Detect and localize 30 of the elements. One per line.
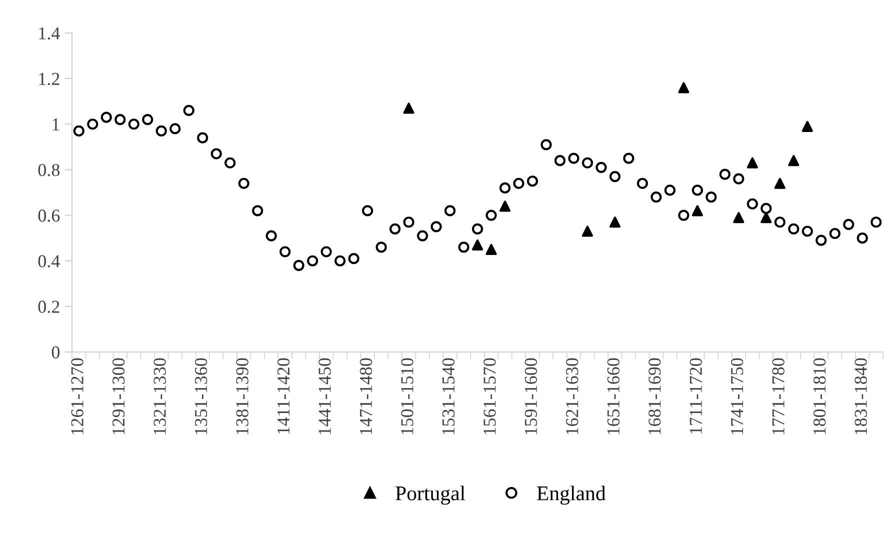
x-tick-label: 1741-1750	[731, 358, 744, 434]
x-tick-label: 1711-1720	[690, 358, 702, 434]
x-tick-label: 1411-1420	[277, 358, 290, 434]
y-tick-label: 0.2	[38, 300, 60, 313]
x-tick-label: 1321-1330	[154, 358, 166, 434]
x-tick-label: 1771-1780	[772, 358, 784, 434]
x-tick-label: 1831-1840	[854, 358, 867, 434]
x-tick-label: 1291-1300	[112, 358, 125, 434]
x-tick-label: 1591-1600	[524, 358, 538, 434]
y-tick-label: 0.4	[38, 255, 60, 268]
legend-label: England	[537, 486, 606, 505]
x-tick-label: 1261-1270	[71, 358, 84, 434]
x-tick-label: 1531-1540	[442, 358, 455, 434]
x-tick-label: 1441-1450	[318, 358, 331, 434]
x-tick-label: 1471-1480	[360, 358, 372, 434]
y-tick-label: 1.4	[39, 27, 60, 40]
legend-label: Portugal	[396, 486, 466, 505]
x-tick-label: 1621-1630	[566, 358, 578, 434]
y-tick-label: 1.2	[39, 72, 60, 86]
y-tick-label: 1	[52, 118, 60, 130]
y-tick-label: 0.6	[38, 210, 60, 222]
x-tick-label: 1651-1660	[607, 358, 620, 434]
x-tick-label: 1681-1690	[648, 358, 661, 434]
x-tick-label: 1801-1810	[813, 358, 826, 434]
x-tick-label: 1561-1570	[484, 358, 496, 434]
y-tick-label: 0	[52, 346, 60, 358]
x-tick-label: 1501-1510	[401, 358, 414, 434]
x-tick-label: 1381-1390	[236, 358, 248, 434]
y-tick-label: 0.8	[38, 164, 60, 176]
x-tick-label: 1351-1360	[194, 358, 208, 434]
